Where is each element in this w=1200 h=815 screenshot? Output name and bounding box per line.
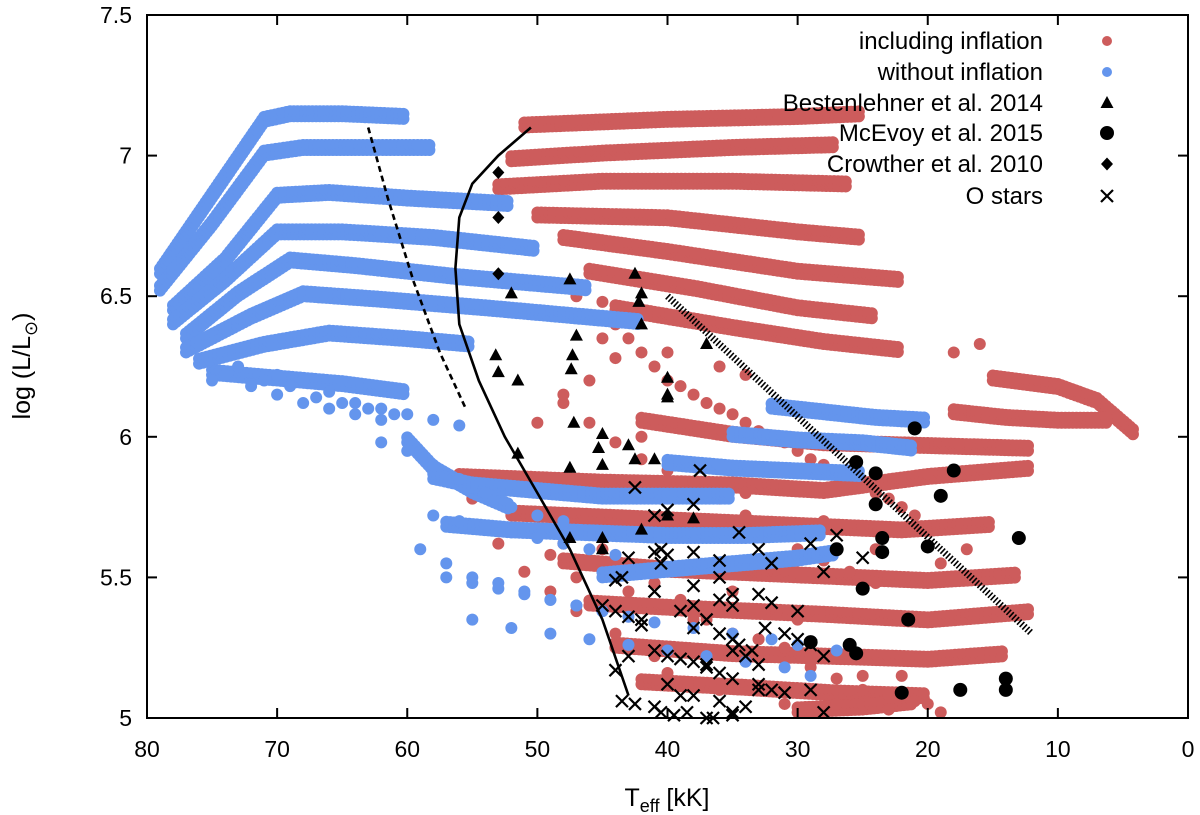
including-inflation-point: [661, 346, 674, 359]
including-inflation-point: [635, 430, 648, 443]
including-inflation-point: [882, 689, 895, 702]
including-inflation-point: [778, 641, 791, 654]
including-inflation-point: [995, 645, 1008, 658]
including-inflation-point: [583, 374, 596, 387]
including-inflation-point: [839, 175, 852, 188]
including-inflation-point: [596, 295, 609, 308]
without-inflation-point: [722, 487, 735, 500]
including-inflation-point: [891, 341, 904, 354]
without-inflation-point: [918, 411, 931, 424]
including-inflation-point: [856, 683, 869, 696]
including-inflation-point: [531, 416, 544, 429]
including-inflation-point: [908, 509, 921, 522]
including-inflation-point: [713, 360, 726, 373]
including-inflation-point: [687, 475, 700, 488]
including-inflation-point: [982, 516, 995, 529]
including-inflation-point: [852, 105, 865, 118]
including-inflation-point: [700, 515, 713, 528]
including-inflation-point: [947, 346, 960, 359]
including-inflation-point: [934, 706, 947, 719]
without-inflation-point: [813, 524, 826, 537]
including-inflation-point: [609, 352, 622, 365]
including-inflation-point: [1021, 439, 1034, 452]
including-inflation-point: [882, 703, 895, 716]
including-inflation-point: [830, 697, 843, 710]
including-inflation-point: [687, 388, 700, 401]
including-inflation-point: [1126, 423, 1139, 436]
including-inflation-point: [713, 402, 726, 415]
including-inflation-point: [1021, 459, 1034, 472]
without-inflation-point: [397, 383, 410, 396]
including-inflation-point: [648, 360, 661, 373]
without-inflation-point: [397, 107, 410, 120]
including-inflation-point: [622, 332, 635, 345]
including-inflation-point: [804, 655, 817, 668]
without-inflation-point: [501, 195, 514, 208]
including-inflation-point: [826, 136, 839, 149]
including-inflation-point: [739, 509, 752, 522]
including-inflation-point: [856, 669, 869, 682]
including-inflation-point: [778, 697, 791, 710]
including-inflation-point: [934, 557, 947, 570]
including-inflation-point: [891, 270, 904, 283]
including-inflation-point: [596, 332, 609, 345]
including-inflation-point: [869, 577, 882, 590]
including-inflation-point: [895, 669, 908, 682]
including-inflation-point: [843, 565, 856, 578]
without-inflation-point: [527, 239, 540, 252]
including-inflation-point: [1008, 566, 1021, 579]
including-inflation-point: [544, 548, 557, 561]
including-inflation-point: [739, 487, 752, 500]
including-inflation-point: [557, 388, 570, 401]
including-inflation-point: [635, 346, 648, 359]
including-inflation-point: [908, 695, 921, 708]
including-inflation-point: [830, 672, 843, 685]
including-inflation-point: [518, 565, 531, 578]
including-inflation-point: [492, 537, 505, 550]
including-inflation-point: [674, 380, 687, 393]
including-inflation-point: [1100, 411, 1113, 424]
including-inflation-point: [856, 481, 869, 494]
including-inflation-point: [865, 307, 878, 320]
including-inflation-point: [609, 436, 622, 449]
including-inflation-point: [700, 397, 713, 410]
without-inflation-point: [423, 138, 436, 151]
including-inflation-point: [726, 408, 739, 421]
including-inflation-point: [622, 585, 635, 598]
including-inflation-point: [674, 593, 687, 606]
including-inflation-point: [583, 416, 596, 429]
including-inflation-point: [661, 667, 674, 680]
including-inflation-point: [973, 338, 986, 351]
including-inflation-point: [917, 687, 930, 700]
including-inflation-point: [739, 368, 752, 381]
without-inflation-point: [579, 279, 592, 292]
including-inflation-point: [852, 228, 865, 241]
including-inflation-point: [960, 543, 973, 556]
including-inflation-point: [1021, 603, 1034, 616]
including-inflation-point: [752, 633, 765, 646]
including-inflation-point: [713, 683, 726, 696]
including-inflation-point: [609, 627, 622, 640]
